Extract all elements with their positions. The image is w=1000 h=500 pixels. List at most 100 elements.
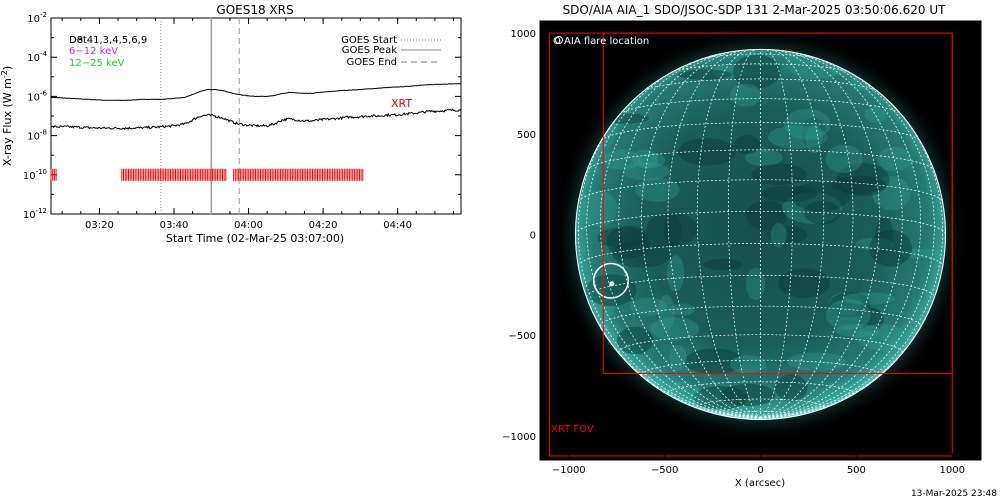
solar-limb <box>574 48 947 420</box>
aia-image-layer <box>549 27 968 457</box>
solar-feature <box>836 163 890 197</box>
solar-feature <box>825 144 863 174</box>
solar-feature <box>760 185 818 202</box>
goes-y-tick-base: 10 <box>27 132 40 143</box>
solar-feature <box>901 248 945 259</box>
longitude-gridline <box>618 51 761 419</box>
solar-feature <box>597 227 648 248</box>
solar-feature <box>677 138 737 166</box>
aia-x-ticks: −1000 −500 0 500 1000 <box>549 453 972 476</box>
goes-legend-start-label: GOES Start <box>341 35 397 46</box>
solar-feature <box>864 106 888 123</box>
aia-x-axis-label: X (arcsec) <box>735 478 785 489</box>
xrt-fov-box <box>602 32 953 374</box>
aia-y-tick-label: 0 <box>530 230 536 241</box>
goes-y-tick-base: 10 <box>27 92 40 103</box>
solar-feature <box>720 383 775 407</box>
longitude-gridline <box>577 83 761 419</box>
goes-xrt-label: XRT <box>391 97 412 110</box>
solar-feature <box>778 268 831 298</box>
aia-y-tick-label: 1000 <box>511 29 536 40</box>
longitude-gridline <box>696 49 761 419</box>
solar-feature <box>877 146 912 172</box>
solar-feature <box>872 176 911 210</box>
solar-feature <box>602 149 641 170</box>
goes-x-tick-label: 04:00 <box>234 220 263 231</box>
goes-x-tick-label: 04:40 <box>383 220 412 231</box>
solar-feature <box>632 149 659 169</box>
solar-feature <box>637 152 666 169</box>
solar-feature <box>667 255 685 292</box>
solar-feature <box>612 240 671 268</box>
goes-y-tick-label: 10-8 <box>27 129 47 143</box>
goes-x-axis-label: Start Time (02-Mar-25 03:07:00) <box>166 232 344 245</box>
solar-feature <box>745 200 787 231</box>
longitude-gridline <box>667 49 761 419</box>
goes-y-axis-label-text: X-ray Flux (W m <box>1 78 14 166</box>
longitude-gridline <box>760 49 793 419</box>
aia-x-tick-label: 0 <box>757 465 763 476</box>
goes-short-channel-line <box>50 108 462 130</box>
solar-feature <box>730 355 767 374</box>
goes-y-tick-label: 10-10 <box>23 168 47 182</box>
solar-feature <box>730 83 761 107</box>
solar-feature <box>649 317 700 341</box>
solar-feature <box>744 149 783 167</box>
longitude-gridline <box>728 49 761 419</box>
solar-feature <box>800 117 827 149</box>
goes-y-tick-base: 10 <box>23 171 36 182</box>
goes-y-axis-label: X-ray Flux (W m-2) <box>0 66 14 166</box>
solar-feature <box>806 124 823 154</box>
solar-feature <box>751 163 808 186</box>
solar-feature <box>825 299 871 331</box>
aia-x-tick-label: 500 <box>847 465 866 476</box>
aia-y-tick-label: −1000 <box>502 432 536 443</box>
solar-feature <box>635 177 680 202</box>
aia-chart-title: SDO/AIA AIA_1 SDO/JSOC-SDP 131 2-Mar-202… <box>563 3 947 17</box>
solar-feature <box>622 162 670 181</box>
solar-feature <box>829 292 862 316</box>
solar-disk <box>575 49 946 420</box>
footer-timestamp: 13-Mar-2025 23:48 <box>911 489 997 499</box>
latitude-gridline <box>600 122 921 141</box>
goes-y-tick-exponent: -8 <box>40 129 47 137</box>
goes-long-channel-line <box>50 83 462 101</box>
solar-feature <box>782 192 843 224</box>
goes-y-tick-label: 10-2 <box>27 11 47 25</box>
goes-y-tick-base: 10 <box>23 210 36 221</box>
longitude-gridline <box>760 49 854 419</box>
aia-x-tick-label: 1000 <box>940 465 965 476</box>
flare-bright-kernel <box>609 281 615 287</box>
goes-y-tick-base: 10 <box>27 53 40 64</box>
goes-y-tick-exponent: -6 <box>40 89 48 97</box>
goes-legend-end-label: GOES End <box>347 57 397 68</box>
solar-feature <box>859 307 884 332</box>
longitude-gridline <box>760 49 825 419</box>
aia-y-tick-label: −500 <box>509 331 536 342</box>
goes-y-tick-exponent: -4 <box>40 50 48 58</box>
solar-feature <box>829 292 871 318</box>
goes-y-tick-exponent: -10 <box>36 168 47 176</box>
goes-legend-band-6-12: 6−12 keV <box>69 46 118 57</box>
goes-x-ticks: 03:20 03:40 04:00 04:20 04:40 <box>61 18 455 231</box>
solar-feature <box>791 181 850 212</box>
goes-data-layer <box>50 18 462 214</box>
solar-feature <box>669 303 695 316</box>
goes-legend-peak-label: GOES Peak <box>342 45 397 56</box>
solar-feature <box>657 294 675 331</box>
goes-y-tick-label: 10-4 <box>27 50 47 64</box>
solar-feature <box>767 125 828 150</box>
solar-feature <box>745 267 765 301</box>
goes-legend-band-12-25: 12−25 keV <box>69 58 125 69</box>
solar-feature <box>835 324 880 338</box>
solar-feature <box>578 190 618 228</box>
solar-feature <box>630 297 668 316</box>
solar-feature <box>803 200 841 225</box>
solar-feature <box>684 348 744 375</box>
solar-feature <box>855 237 895 251</box>
longitude-gridline <box>586 60 761 419</box>
longitude-gridline <box>760 50 880 419</box>
